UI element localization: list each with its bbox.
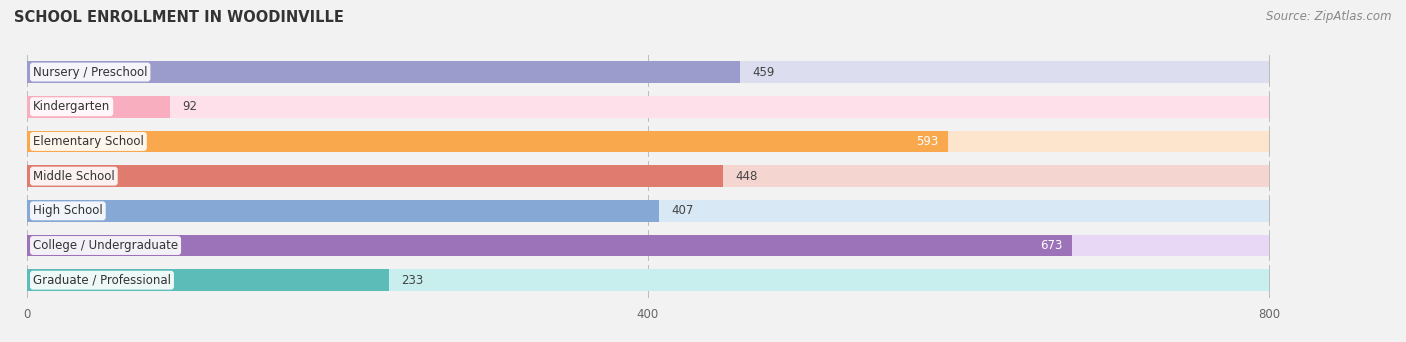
Bar — [27, 96, 170, 118]
Bar — [27, 200, 1270, 222]
Text: 459: 459 — [752, 66, 775, 79]
Bar — [27, 235, 1270, 256]
Text: 593: 593 — [917, 135, 938, 148]
Bar — [27, 61, 740, 83]
Bar — [27, 166, 1270, 187]
Text: Kindergarten: Kindergarten — [32, 100, 110, 113]
Bar — [27, 235, 1071, 256]
Text: Elementary School: Elementary School — [32, 135, 143, 148]
Bar — [27, 200, 659, 222]
Text: Nursery / Preschool: Nursery / Preschool — [32, 66, 148, 79]
Text: College / Undergraduate: College / Undergraduate — [32, 239, 179, 252]
Text: Source: ZipAtlas.com: Source: ZipAtlas.com — [1267, 10, 1392, 23]
Bar — [27, 131, 1270, 152]
Text: Graduate / Professional: Graduate / Professional — [32, 274, 172, 287]
Bar — [27, 131, 948, 152]
Bar — [27, 269, 388, 291]
Text: 448: 448 — [735, 170, 758, 183]
Bar — [27, 166, 723, 187]
Bar — [27, 269, 1270, 291]
Bar — [27, 96, 1270, 118]
Bar — [27, 61, 1270, 83]
Text: 407: 407 — [671, 204, 693, 217]
Text: High School: High School — [32, 204, 103, 217]
Text: 673: 673 — [1040, 239, 1063, 252]
Text: Middle School: Middle School — [32, 170, 115, 183]
Text: 233: 233 — [401, 274, 423, 287]
Text: SCHOOL ENROLLMENT IN WOODINVILLE: SCHOOL ENROLLMENT IN WOODINVILLE — [14, 10, 344, 25]
Text: 92: 92 — [183, 100, 197, 113]
